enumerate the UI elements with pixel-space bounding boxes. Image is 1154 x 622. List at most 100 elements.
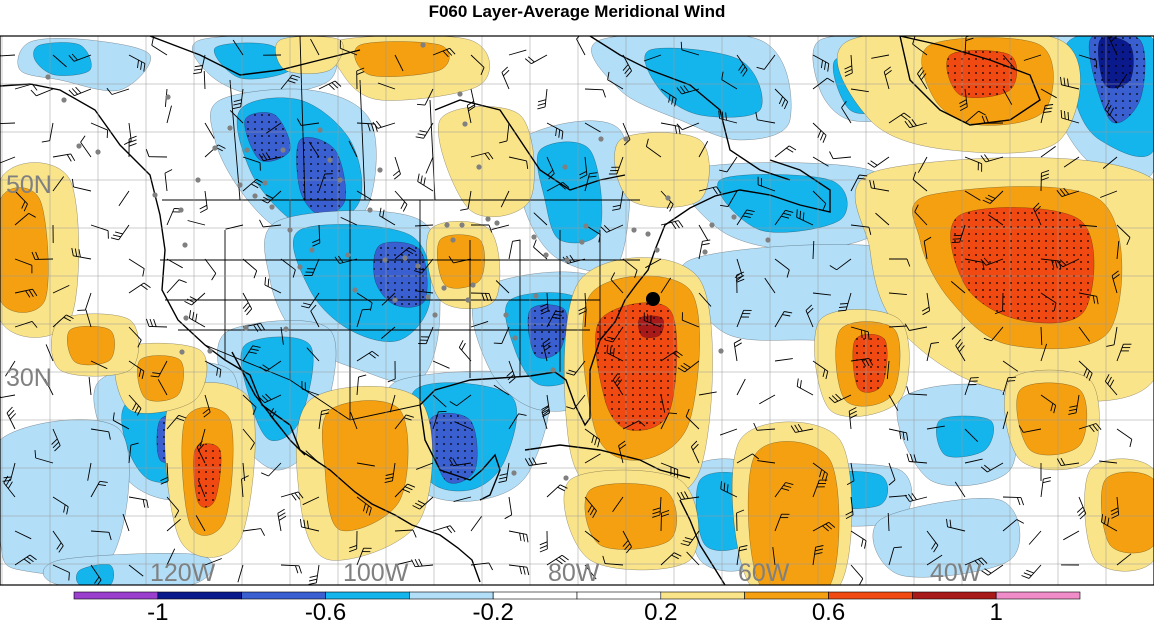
wind-barb [381, 326, 396, 339]
wind-barb [199, 190, 208, 213]
wind-barb [1002, 54, 1016, 69]
station-dot [511, 470, 517, 476]
wind-barb [888, 292, 907, 296]
wind-barb [796, 209, 814, 226]
wind-barb [339, 40, 358, 56]
wind-barb [88, 377, 92, 396]
wind-barb [110, 224, 130, 241]
wind-barb [578, 292, 587, 315]
wind-barb [377, 82, 396, 90]
wind-barb [265, 122, 282, 134]
wind-barb [280, 74, 301, 90]
wind-barb [415, 122, 434, 139]
map-coordinate-labels: 50N 30N 120W 100W 80W 60W 40W [6, 171, 982, 587]
wind-barb [470, 54, 485, 75]
wind-barb [280, 564, 302, 574]
wind-barb [312, 224, 321, 247]
wind-barb [196, 440, 206, 464]
wind-barb [875, 212, 890, 226]
station-dot [244, 147, 250, 153]
wind-barb [772, 547, 776, 566]
wind-barb [264, 277, 282, 294]
wind-barb [394, 190, 408, 212]
wind-barb [774, 88, 789, 110]
wind-barb [232, 39, 244, 56]
wind-barb [432, 47, 456, 58]
station-dot [465, 297, 471, 303]
wind-barb [888, 394, 899, 411]
wind-barb [540, 292, 549, 315]
wind-barb [677, 360, 700, 373]
wind-barb [356, 190, 373, 201]
wind-barb [242, 156, 261, 171]
colorbar-tick-label: 1 [990, 599, 1003, 622]
wind-barb [951, 224, 966, 244]
wind-barb [584, 428, 601, 448]
wind-barb [622, 54, 632, 78]
station-dot [415, 263, 421, 269]
wind-barb [508, 413, 527, 430]
wind-barb [660, 552, 682, 566]
wind-barb [542, 338, 552, 362]
wind-barb [1056, 457, 1080, 467]
wind-barb [828, 393, 852, 404]
wind-barb [736, 545, 748, 566]
station-dot [297, 264, 303, 270]
wind-barb [981, 564, 1004, 576]
stipple-region [638, 315, 664, 338]
wind-barb [356, 350, 379, 362]
station-dot [345, 252, 351, 258]
station-dot [494, 220, 500, 226]
contour-region [76, 564, 114, 585]
wind-barb [964, 190, 981, 201]
wind-barb [850, 88, 869, 93]
wind-barb [841, 101, 852, 124]
wind-barb [888, 112, 911, 124]
wind-barb [917, 156, 928, 173]
wind-barb [160, 462, 169, 485]
wind-barb [812, 360, 829, 380]
wind-barb [718, 110, 738, 124]
wind-barb [1078, 360, 1093, 381]
wind-barb [237, 564, 244, 583]
wind-barb [1100, 514, 1118, 532]
wind-barb [736, 209, 755, 226]
wind-barb [242, 345, 261, 362]
wind-barb [90, 428, 111, 440]
wind-barb [964, 557, 988, 567]
contour-region [584, 483, 677, 550]
wind-barb [618, 440, 627, 464]
wind-barb [660, 509, 670, 532]
station-dot [165, 94, 171, 100]
station-dot [243, 325, 249, 331]
station-dot [623, 136, 629, 142]
wind-barb [394, 483, 416, 498]
wind-barb [411, 558, 434, 568]
wind-barb [225, 224, 244, 230]
wind-barb [454, 421, 472, 430]
wind-barb [0, 156, 16, 164]
wind-barb [71, 178, 92, 192]
wind-barb [774, 513, 790, 532]
wind-barb [812, 190, 827, 212]
wind-barb [906, 453, 928, 464]
contour-region [0, 419, 130, 576]
wind-barb [959, 88, 968, 111]
station-dot [459, 222, 465, 228]
wind-barb [604, 326, 624, 343]
wind-barb [883, 66, 892, 90]
wind-barb [994, 292, 1004, 315]
wind-barb [1002, 88, 1013, 105]
wind-barb [1002, 411, 1009, 430]
wind-barb [68, 53, 92, 62]
wind-barb [955, 339, 966, 362]
wind-barb [812, 156, 829, 167]
wind-barb [612, 496, 624, 512]
wind-barb [356, 462, 375, 467]
contour-region [1101, 471, 1154, 554]
colorbar-tick-labels: -1 -0.6 -0.2 0.2 0.6 1 [147, 599, 1003, 622]
wind-barb [310, 304, 320, 328]
station-dot [550, 367, 556, 373]
wind-barb [602, 555, 624, 566]
wind-barb [128, 135, 137, 158]
